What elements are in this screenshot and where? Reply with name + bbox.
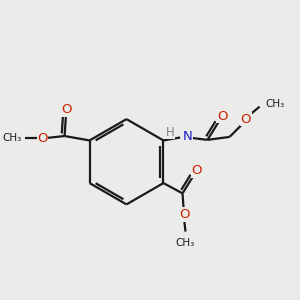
Text: H: H [166,126,174,139]
Text: CH₃: CH₃ [176,238,195,248]
Text: O: O [61,103,71,116]
Text: O: O [37,132,48,145]
Text: O: O [217,110,227,123]
Text: O: O [241,113,251,126]
Text: CH₃: CH₃ [265,99,284,109]
Text: O: O [179,208,189,221]
Text: O: O [191,164,202,177]
Text: N: N [183,130,193,143]
Text: CH₃: CH₃ [3,134,22,143]
